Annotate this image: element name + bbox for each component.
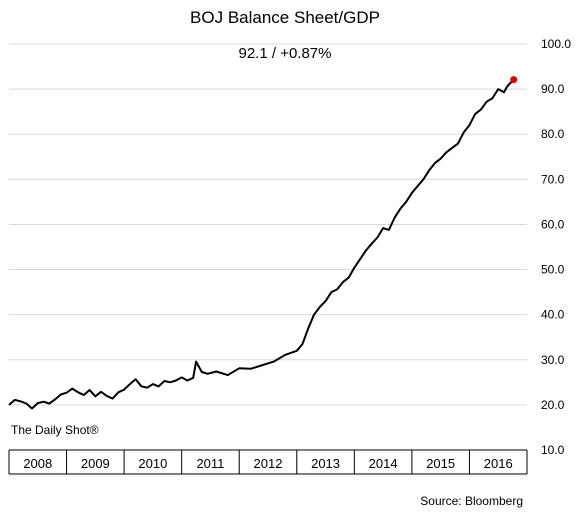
y-tick-label: 100.0	[541, 37, 571, 51]
source-note: Source: Bloomberg	[420, 494, 523, 508]
x-tick-label: 2015	[426, 456, 455, 471]
x-tick-label: 2014	[369, 456, 398, 471]
x-tick-label: 2013	[311, 456, 340, 471]
chart-subtitle: 92.1 / +0.87%	[238, 45, 332, 62]
watermark-text: The Daily Shot®	[11, 423, 99, 437]
y-tick-label: 90.0	[541, 82, 565, 96]
x-tick-label: 2016	[484, 456, 513, 471]
y-tick-label: 10.0	[541, 443, 565, 457]
x-tick-label: 2012	[254, 456, 283, 471]
last-point-marker	[510, 76, 518, 84]
y-tick-label: 20.0	[541, 398, 565, 412]
y-tick-label: 60.0	[541, 217, 565, 231]
series-line	[8, 78, 515, 410]
y-tick-label: 30.0	[541, 353, 565, 367]
x-tick-label: 2010	[138, 456, 167, 471]
x-tick-label: 2008	[23, 456, 52, 471]
y-tick-label: 80.0	[541, 127, 565, 141]
y-tick-label: 40.0	[541, 308, 565, 322]
y-tick-label: 50.0	[541, 263, 565, 277]
chart-title: BOJ Balance Sheet/GDP	[190, 8, 380, 27]
x-tick-label: 2009	[81, 456, 110, 471]
x-tick-label: 2011	[196, 456, 224, 471]
y-tick-label: 70.0	[541, 172, 565, 186]
